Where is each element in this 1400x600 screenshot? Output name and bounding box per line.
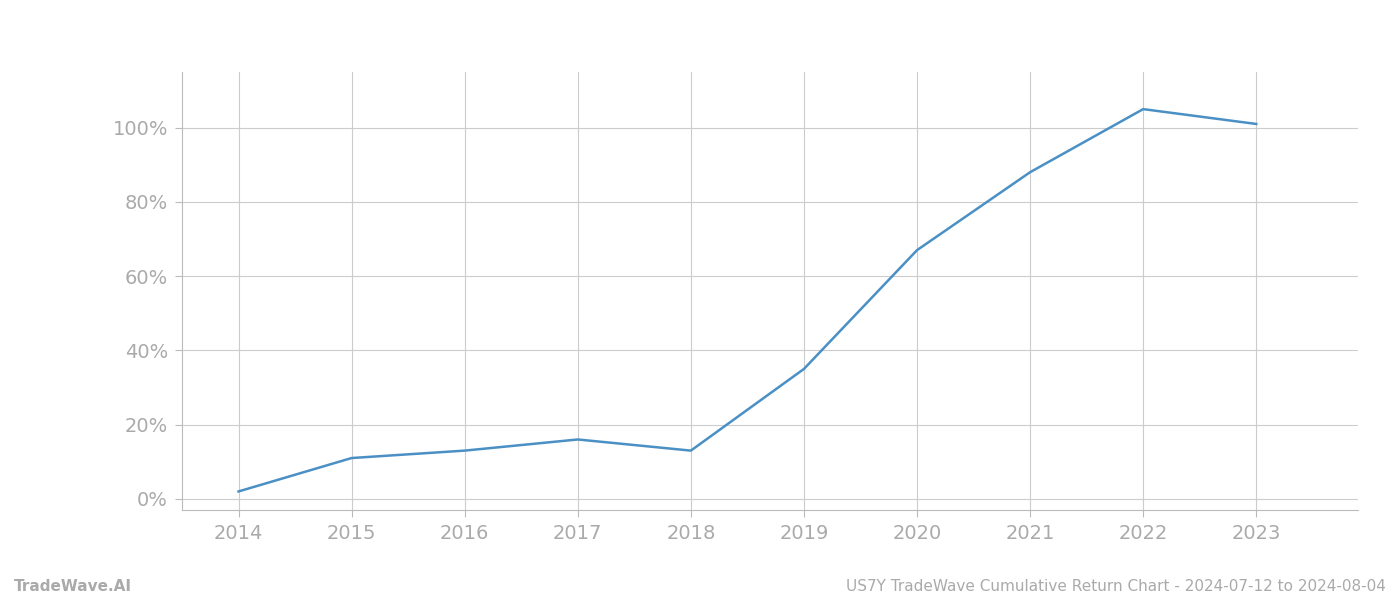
Text: TradeWave.AI: TradeWave.AI — [14, 579, 132, 594]
Text: US7Y TradeWave Cumulative Return Chart - 2024-07-12 to 2024-08-04: US7Y TradeWave Cumulative Return Chart -… — [846, 579, 1386, 594]
